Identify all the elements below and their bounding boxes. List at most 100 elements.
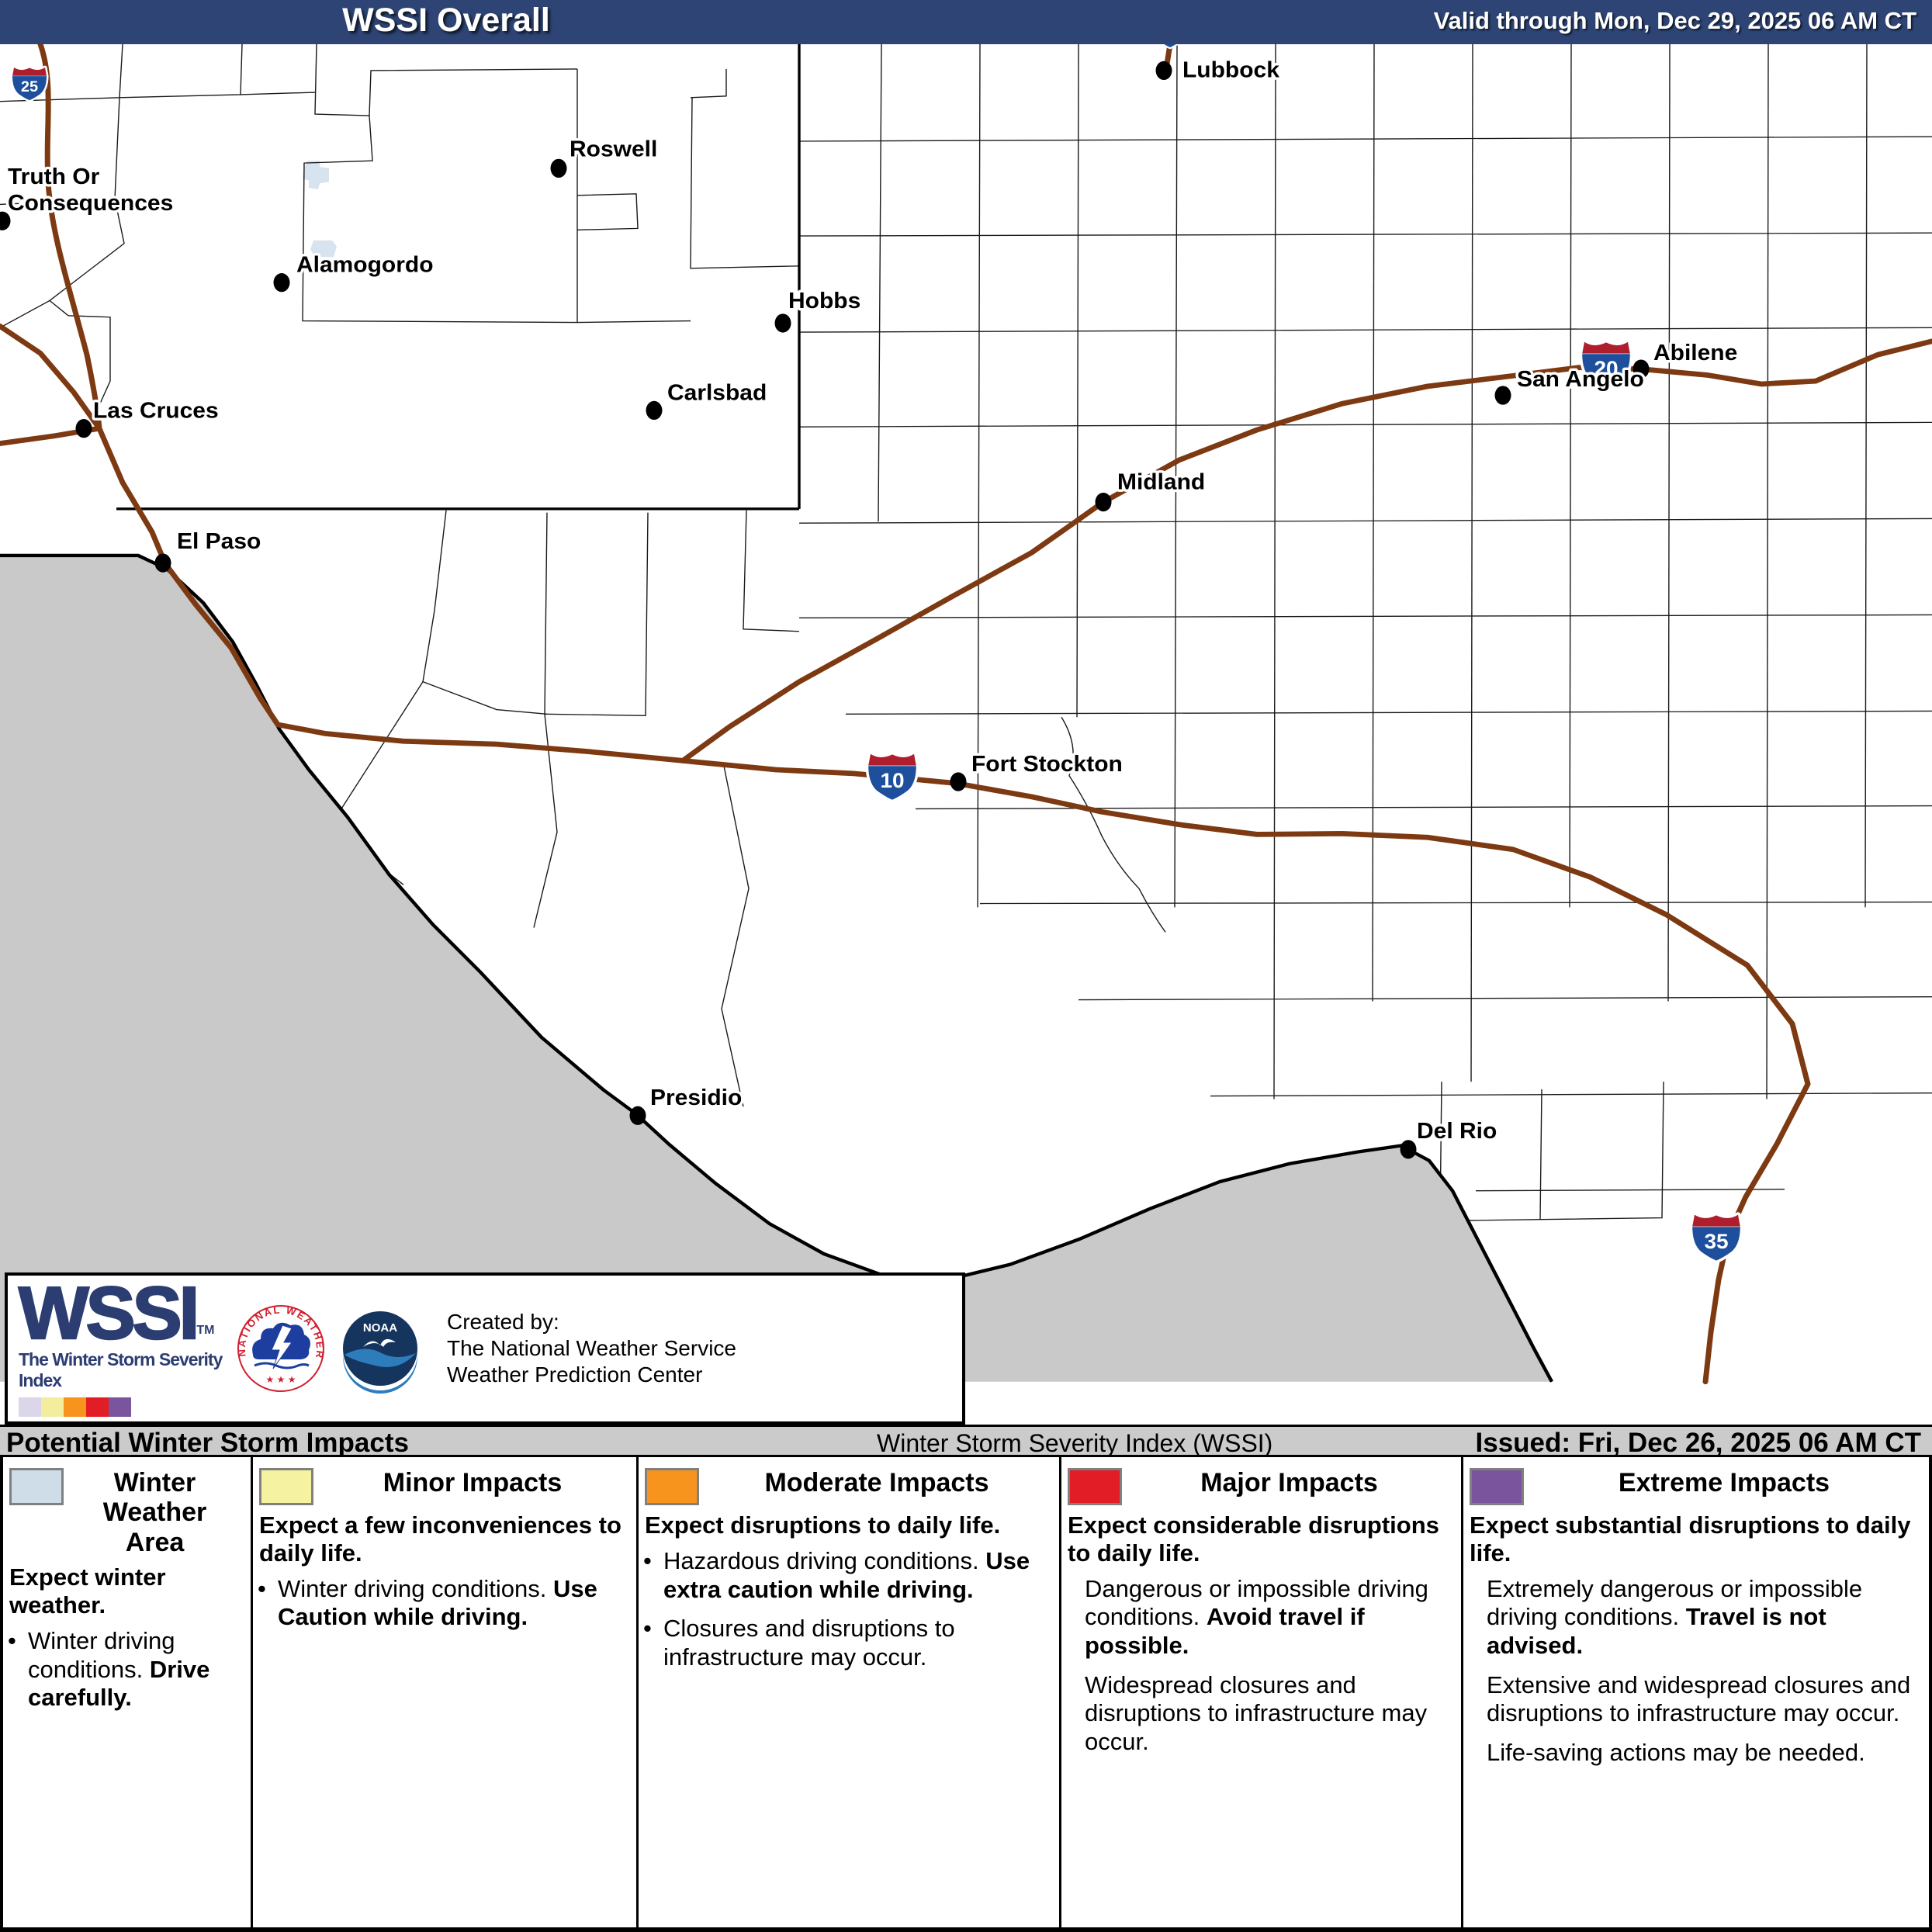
city-label: San Angelo xyxy=(1517,366,1644,391)
shield-number: 35 xyxy=(1704,1229,1728,1253)
shield-number: 25 xyxy=(21,78,38,95)
city-label: Las Cruces xyxy=(93,398,219,423)
trademark-symbol: TM xyxy=(196,1324,215,1338)
highways xyxy=(0,41,1932,1385)
legend-column-winter-weather-area: Winter Weather Area Expect winter weather… xyxy=(3,1457,253,1927)
created-by-line: The National Weather Service xyxy=(447,1335,736,1360)
road-west-upper xyxy=(0,323,102,431)
created-by-line: Created by: xyxy=(447,1309,559,1334)
legend-column-major-impacts: Major Impacts Expect considerable disrupt… xyxy=(1061,1457,1463,1927)
city-fort-stockton: Fort Stockton xyxy=(950,749,1125,791)
city-dot xyxy=(1494,386,1511,405)
bullet-icon: • xyxy=(643,1615,652,1643)
interstate-10-road xyxy=(162,561,1811,1385)
footer-center-title: Winter Storm Severity Index (WSSI) xyxy=(877,1429,1273,1457)
interstate-shield-20: 20 xyxy=(1579,339,1633,391)
noaa-logo-text: NOAA xyxy=(363,1321,397,1335)
city-dot xyxy=(75,419,92,438)
major-impacts-lead: Expect considerable disruptions to daily… xyxy=(1068,1511,1439,1567)
city-label: Consequences xyxy=(8,191,173,216)
city-label: Hobbs xyxy=(788,289,860,313)
city-label: Midland xyxy=(1117,469,1205,494)
winter-weather-area-lead: Expect winter weather. xyxy=(9,1563,166,1619)
city-dot xyxy=(1095,492,1112,512)
city-dot xyxy=(950,772,967,791)
severity-swatch-3 xyxy=(86,1397,109,1417)
moderate-impacts-lead: Expect disruptions to daily life. xyxy=(645,1511,1001,1539)
city-hobbs: Hobbs xyxy=(774,286,864,333)
attribution-box: WSSITM The Winter Storm Severity Index N… xyxy=(5,1272,965,1425)
city-las-cruces: Las Cruces xyxy=(75,396,221,438)
footer-bar: Potential Winter Storm Impacts Winter St… xyxy=(0,1425,1932,1458)
major-impacts-title: Major Impacts xyxy=(1200,1468,1378,1497)
agency-logos: NATIONAL WEATHER SERVICE ★ ★ ★ NOAA xyxy=(234,1302,427,1395)
moderate-impacts-swatch xyxy=(645,1468,699,1505)
nws-logo-icon: NATIONAL WEATHER SERVICE ★ ★ ★ xyxy=(236,1304,324,1392)
bullet-icon: • xyxy=(8,1627,16,1655)
city-label: Truth Or xyxy=(8,164,100,189)
noaa-logo-icon: NOAA xyxy=(338,1306,423,1394)
winter-weather-area-swatch xyxy=(9,1468,64,1505)
city-dot xyxy=(1633,359,1650,379)
major-impacts-swatch xyxy=(1068,1468,1122,1505)
interstate-shield-10: 10 xyxy=(865,751,919,803)
extreme-impacts-lead: Expect substantial disruptions to daily … xyxy=(1470,1511,1911,1567)
shield-number: 10 xyxy=(880,768,904,792)
legend-column-moderate-impacts: Moderate Impacts Expect disruptions to da… xyxy=(639,1457,1061,1927)
interstate-25-road xyxy=(37,41,102,431)
city-label: Alamogordo xyxy=(296,252,434,277)
major-impacts-item: Dangerous or impossible driving conditio… xyxy=(1085,1574,1428,1660)
city-carlsbad: Carlsbad xyxy=(646,377,770,420)
map-container: 25 20 10 35 Truth Or Consequences Roswell Lubb… xyxy=(0,16,1932,1425)
city-label: El Paso xyxy=(177,529,261,554)
interstate-shield-35: 35 xyxy=(1689,1212,1743,1264)
road-lascruces-elpaso xyxy=(96,425,168,566)
major-impacts-item: Widespread closures and disruptions to i… xyxy=(1085,1671,1428,1755)
city-dot xyxy=(273,273,290,293)
footer-left-title: Potential Winter Storm Impacts xyxy=(6,1428,409,1458)
impacts-legend: Winter Weather Area Expect winter weather… xyxy=(0,1457,1932,1932)
interstate-20-road xyxy=(680,338,1932,763)
city-lubbock: Lubbock xyxy=(1155,55,1283,85)
city-del-rio: Del Rio xyxy=(1400,1116,1500,1159)
moderate-impacts-item: • Hazardous driving conditions. Use extra… xyxy=(643,1546,1030,1603)
created-by-text: Created by: The National Weather Service W… xyxy=(447,1309,736,1388)
city-dot xyxy=(154,553,171,573)
moderate-impacts-title: Moderate Impacts xyxy=(764,1468,989,1497)
moderate-impacts-item: • Closures and disruptions to infrastruct… xyxy=(643,1615,955,1671)
city-dot xyxy=(629,1106,646,1125)
extreme-impacts-title: Extreme Impacts xyxy=(1618,1468,1830,1497)
city-label: Abilene xyxy=(1653,340,1737,365)
city-roswell: Roswell xyxy=(550,133,660,178)
city-dot xyxy=(1155,61,1172,81)
city-label: Roswell xyxy=(570,137,657,161)
minor-impacts-title: Minor Impacts xyxy=(383,1468,563,1497)
winter-weather-area-title: Winter Weather Area xyxy=(102,1468,207,1557)
bullet-icon: • xyxy=(643,1546,652,1574)
extreme-impacts-item: Extensive and widespread closures and di… xyxy=(1487,1671,1911,1727)
city-abilene: Abilene xyxy=(1633,338,1740,379)
svg-text:★ ★ ★: ★ ★ ★ xyxy=(266,1374,296,1385)
city-dot xyxy=(774,313,791,333)
severity-swatch-4 xyxy=(109,1397,131,1417)
city-dot xyxy=(550,158,567,178)
severity-swatch-1 xyxy=(41,1397,64,1417)
extreme-impacts-item: Extremely dangerous or impossible drivin… xyxy=(1487,1574,1863,1660)
city-san-angelo: San Angelo xyxy=(1494,364,1646,405)
city-midland: Midland xyxy=(1095,467,1208,512)
page-title: WSSI Overall xyxy=(342,2,550,39)
city-presidio: Presidio xyxy=(629,1082,745,1125)
header-bar: WSSI Overall Valid through Mon, Dec 29, … xyxy=(0,0,1932,44)
city-el-paso: El Paso xyxy=(154,526,264,573)
city-alamogordo: Alamogordo xyxy=(273,250,436,293)
minor-impacts-swatch xyxy=(259,1468,313,1505)
winter-weather-area-patches xyxy=(303,161,337,258)
wssi-logo: WSSITM The Winter Storm Severity Index xyxy=(18,1276,227,1417)
severity-swatch-0 xyxy=(19,1397,41,1417)
interstate-shield-25: 25 xyxy=(10,65,49,102)
valid-through-text: Valid through Mon, Dec 29, 2025 06 AM CT xyxy=(1433,7,1916,34)
city-label: Fort Stockton xyxy=(971,751,1123,776)
